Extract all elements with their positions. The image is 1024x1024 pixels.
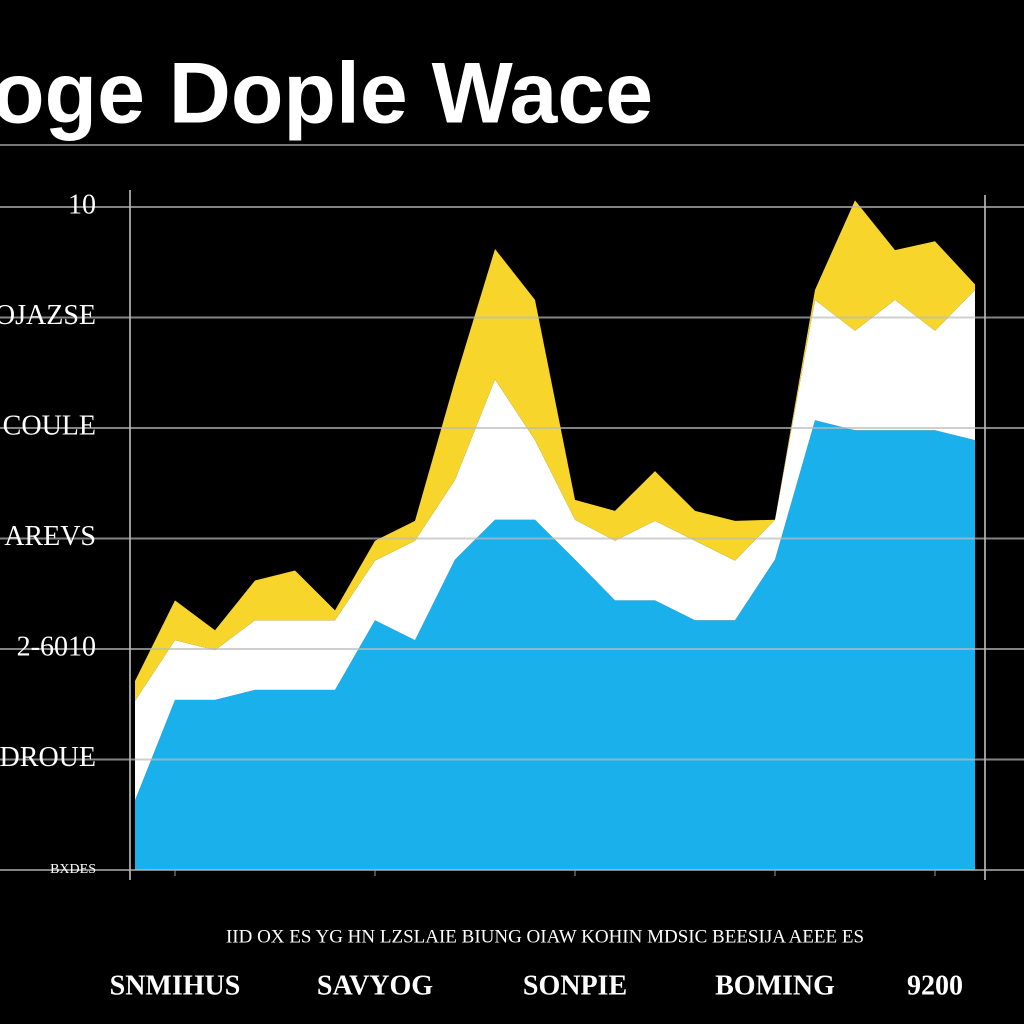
x-tick-label: SONPIE — [523, 970, 627, 1001]
area — [135, 200, 975, 701]
y-tick-label: EDROUE — [0, 742, 96, 773]
y-tick-label: 2-6010 — [17, 631, 96, 662]
chart-title: oge Dople Wace — [0, 46, 653, 142]
y-tick-label: BXDES — [50, 862, 96, 877]
y-tick-label: COULE — [3, 410, 96, 441]
x-tick-label: 9200 — [907, 970, 963, 1001]
x-tick-label: BOMING — [715, 970, 835, 1001]
area — [135, 420, 975, 870]
y-tick-label: 10 — [68, 189, 96, 220]
x-tick-label: SNMIHUS — [110, 970, 241, 1001]
annotation: IID OX ES YG HN LZSLAIE BIUNG OIAW KOHIN… — [226, 926, 864, 947]
x-tick-label: SAVYOG — [317, 970, 433, 1001]
y-tick-label: AREVS — [4, 521, 96, 552]
area — [135, 289, 975, 801]
y-tick-label: OJAZSE — [0, 300, 96, 331]
